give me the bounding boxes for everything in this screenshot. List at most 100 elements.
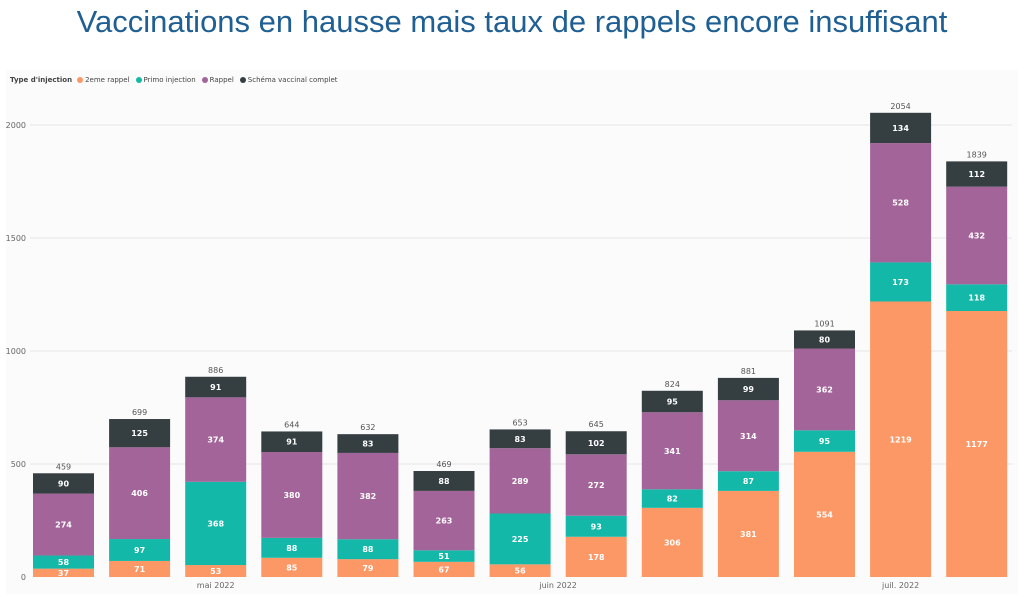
bar-segment <box>870 301 932 577</box>
data-label: 79 <box>362 564 374 573</box>
bar-segment <box>489 564 551 577</box>
bar-segment <box>413 490 475 551</box>
x-tick-label: juil. 2022 <box>881 581 919 590</box>
bar-segment <box>489 429 551 449</box>
bar-segment <box>261 452 323 538</box>
data-label: 102 <box>588 439 605 448</box>
total-label: 469 <box>436 460 451 469</box>
data-label: 91 <box>286 438 298 447</box>
total-label: 653 <box>512 418 527 427</box>
data-label: 362 <box>816 385 833 394</box>
bar-segment <box>794 330 855 349</box>
y-tick-label: 1000 <box>6 347 26 356</box>
data-label: 432 <box>968 232 985 241</box>
y-tick-label: 2000 <box>6 121 26 130</box>
data-label: 528 <box>892 199 909 208</box>
bar-segment <box>641 412 703 490</box>
data-label: 112 <box>968 170 985 179</box>
data-label: 88 <box>362 545 374 554</box>
total-label: 824 <box>665 380 680 389</box>
bar-segment <box>109 560 171 577</box>
bar-segment <box>565 515 627 537</box>
data-label: 85 <box>286 563 298 572</box>
bar-segment <box>33 555 94 569</box>
data-label: 56 <box>515 567 527 576</box>
data-label: 80 <box>819 335 831 344</box>
legend-dot <box>135 77 142 83</box>
legend-title: Type d'injection <box>10 76 73 84</box>
bar-segment <box>185 376 247 398</box>
data-label: 83 <box>515 435 526 444</box>
total-label: 886 <box>208 366 223 375</box>
y-tick-label: 0 <box>21 573 26 582</box>
bar-segment <box>641 489 703 508</box>
total-label: 2054 <box>890 102 910 111</box>
data-label: 97 <box>134 546 145 555</box>
legend-item-2eme-rappel[interactable]: 2eme rappel <box>77 76 130 84</box>
data-label: 1177 <box>966 440 988 449</box>
bar-segment <box>413 561 475 577</box>
data-label: 382 <box>360 492 377 501</box>
total-label: 645 <box>589 420 604 429</box>
data-label: 306 <box>664 538 681 547</box>
data-label: 90 <box>58 479 70 488</box>
bar-segment <box>870 112 932 144</box>
total-label: 699 <box>132 408 147 417</box>
bar-segment <box>261 431 323 453</box>
bar-segment <box>185 481 247 566</box>
bar-segment <box>261 537 323 558</box>
bar-segment <box>641 507 703 577</box>
legend: Type d'injection 2eme rappel Primo injec… <box>10 74 344 86</box>
bar-segment <box>794 430 855 452</box>
y-tick-label: 500 <box>11 460 26 469</box>
y-tick-label: 1500 <box>6 234 26 243</box>
bar-segment <box>337 452 399 540</box>
legend-item-rappel[interactable]: Rappel <box>201 76 234 84</box>
total-label: 632 <box>360 423 375 432</box>
bar-segment <box>489 448 551 514</box>
bar-segment <box>565 431 627 455</box>
bar-segment <box>946 161 1008 187</box>
data-label: 314 <box>740 432 757 441</box>
chart-title: Vaccinations en hausse mais taux de rapp… <box>76 4 948 39</box>
bar-segment <box>717 471 779 491</box>
legend-dot <box>201 77 208 83</box>
bar-segment <box>946 310 1008 577</box>
data-label: 381 <box>740 530 757 539</box>
data-label: 406 <box>131 489 148 498</box>
data-label: 51 <box>438 552 450 561</box>
data-label: 554 <box>816 510 833 519</box>
x-tick-label: mai 2022 <box>197 581 235 590</box>
bar-segment <box>717 490 779 577</box>
data-label: 272 <box>588 481 605 490</box>
legend-label: Rappel <box>209 76 234 84</box>
data-label: 134 <box>892 124 909 133</box>
bar-segment <box>946 186 1008 285</box>
legend-label: 2eme rappel <box>85 76 130 84</box>
data-label: 118 <box>968 294 985 303</box>
bar-segment <box>794 451 855 577</box>
total-label: 881 <box>741 367 756 376</box>
data-label: 178 <box>588 553 605 562</box>
legend-item-primo-injection[interactable]: Primo injection <box>135 76 196 84</box>
legend-label: Primo injection <box>143 76 196 84</box>
legend-item-schema-vaccinal-complet[interactable]: Schéma vaccinal complet <box>239 76 338 84</box>
bar-segment <box>489 513 551 565</box>
data-label: 53 <box>210 567 221 576</box>
data-label: 58 <box>58 558 70 567</box>
bar-segment <box>565 454 627 516</box>
data-label: 380 <box>283 491 300 500</box>
data-label: 125 <box>131 429 148 438</box>
bar-segment <box>185 565 247 577</box>
data-label: 263 <box>436 517 453 526</box>
data-label: 37 <box>58 569 69 578</box>
data-label: 71 <box>134 565 146 574</box>
bar-segment <box>109 419 171 448</box>
total-label: 644 <box>284 420 299 429</box>
data-label: 95 <box>819 437 831 446</box>
data-label: 173 <box>892 278 909 287</box>
bar-segment <box>33 493 94 556</box>
data-label: 289 <box>512 477 529 486</box>
data-label: 225 <box>512 535 529 544</box>
